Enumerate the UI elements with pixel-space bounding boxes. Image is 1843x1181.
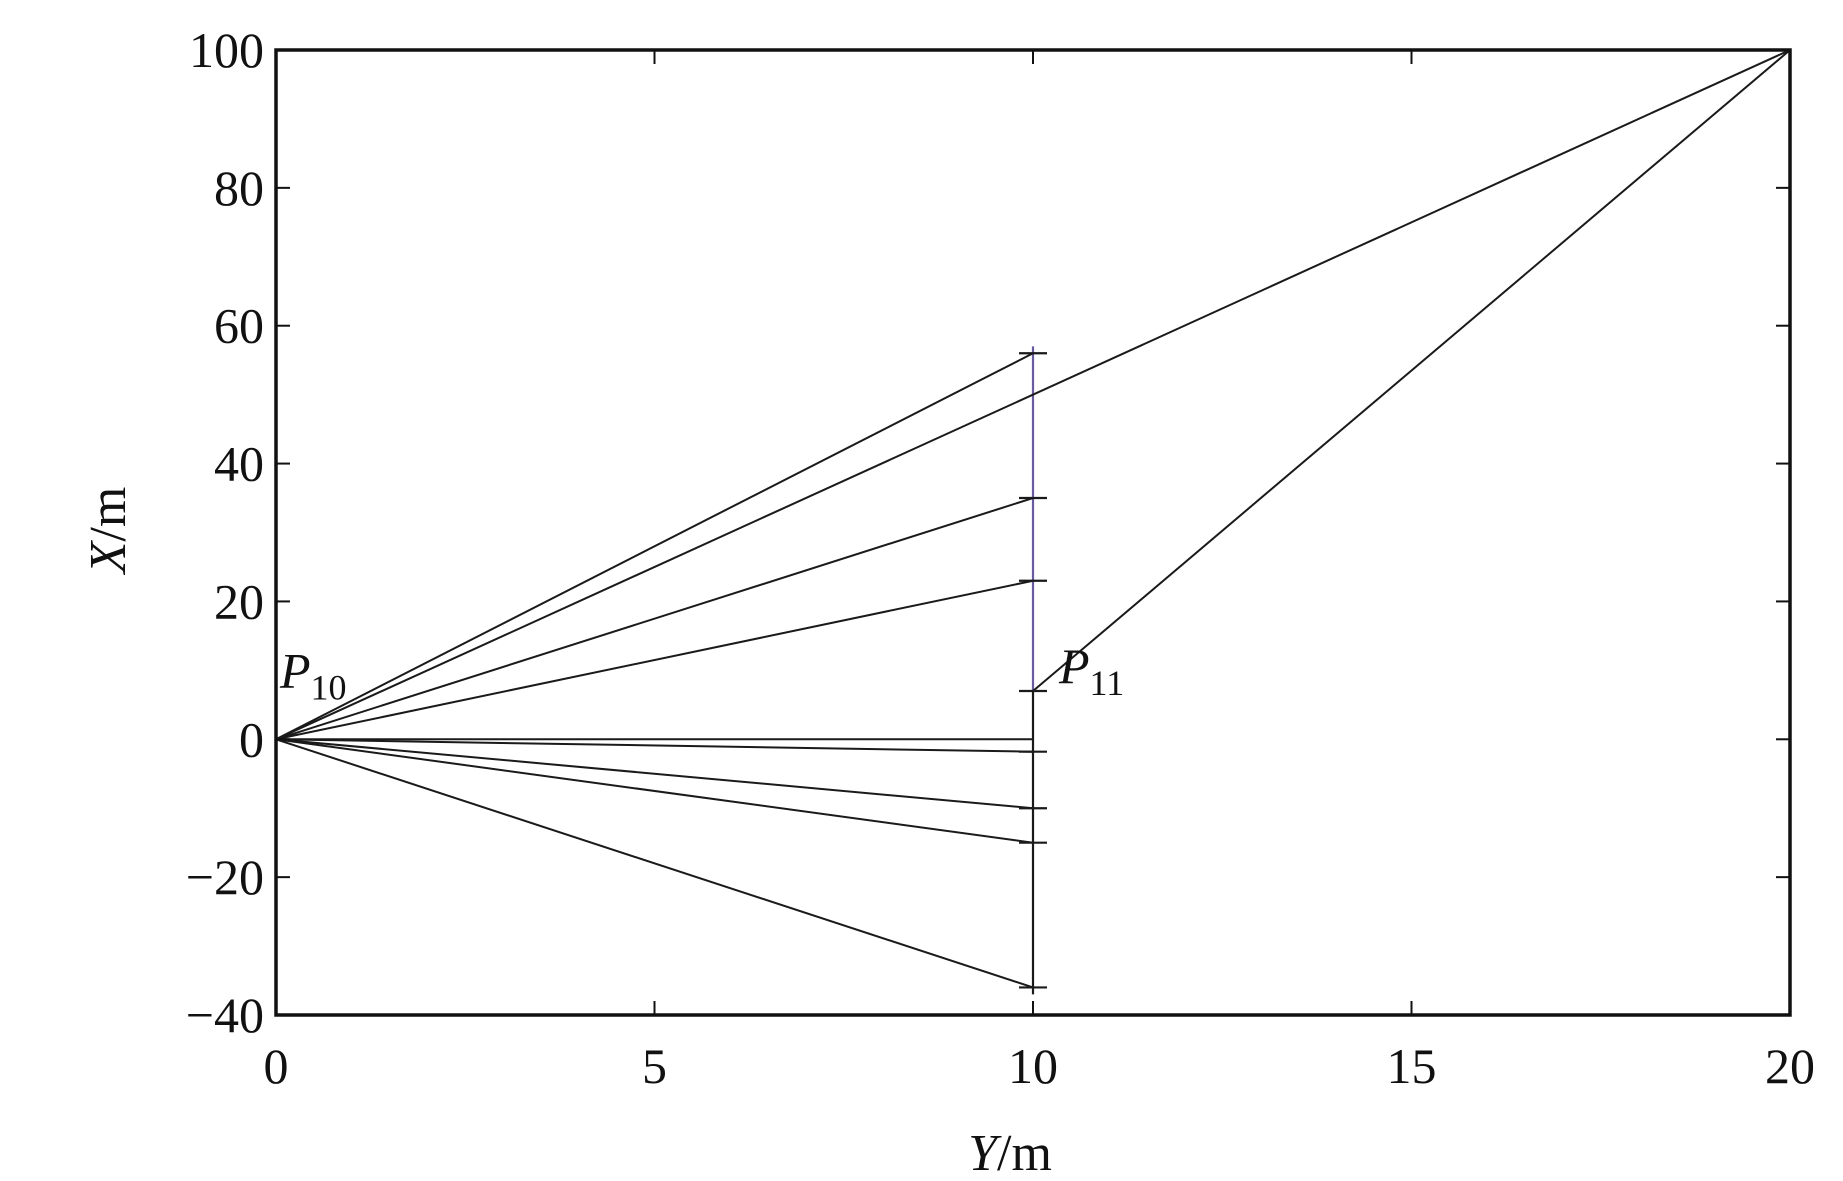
y-tick-label: 20: [214, 573, 264, 629]
y-tick-label: 100: [189, 22, 264, 78]
x-tick-label: 0: [264, 1038, 289, 1094]
point-label-p11: P11: [1058, 638, 1124, 703]
point-label-subscript: 11: [1090, 663, 1125, 703]
plot-marks: [275, 49, 1791, 995]
y-tick-label: 60: [214, 298, 264, 354]
y-axis-label: X/m: [80, 487, 137, 576]
ray-line-5: [275, 738, 1034, 753]
point-label-base: P: [1058, 638, 1090, 694]
x-tick-label: 20: [1765, 1038, 1815, 1094]
tick-labels: 0 5 10 15 20 −40 −20 0 20 40 60 80 100: [186, 22, 1815, 1094]
y-tick-label: −20: [186, 849, 264, 905]
x-axis-var: Y: [968, 1125, 1002, 1181]
ray-line-1: [275, 352, 1034, 741]
x-axis-label: Y/m: [968, 1125, 1052, 1181]
ray-line-8: [275, 738, 1034, 989]
x-axis-unit: /m: [997, 1125, 1052, 1181]
long-path-1: [275, 49, 1791, 741]
y-axis-unit: /m: [80, 487, 137, 542]
x-tick-label: 10: [1008, 1038, 1058, 1094]
point-label-base: P: [279, 642, 311, 698]
x-tick-label: 15: [1387, 1038, 1437, 1094]
long-path-2: [1032, 49, 1791, 692]
point-label-p10: P10: [279, 642, 347, 707]
ray-line-6: [275, 738, 1034, 810]
y-tick-label: 40: [214, 436, 264, 492]
point-annotations: P10 P11: [279, 638, 1124, 707]
y-tick-label: 80: [214, 160, 264, 216]
ray-line-2: [275, 497, 1034, 741]
point-label-subscript: 10: [311, 667, 347, 707]
ray-line-3: [275, 579, 1034, 741]
y-tick-label: 0: [239, 711, 264, 767]
y-axis-var: X: [80, 539, 137, 575]
y-tick-label: −40: [186, 987, 264, 1043]
x-tick-label: 5: [642, 1038, 667, 1094]
ray-line-7: [275, 738, 1034, 844]
axis-ticks: [275, 49, 1791, 1016]
